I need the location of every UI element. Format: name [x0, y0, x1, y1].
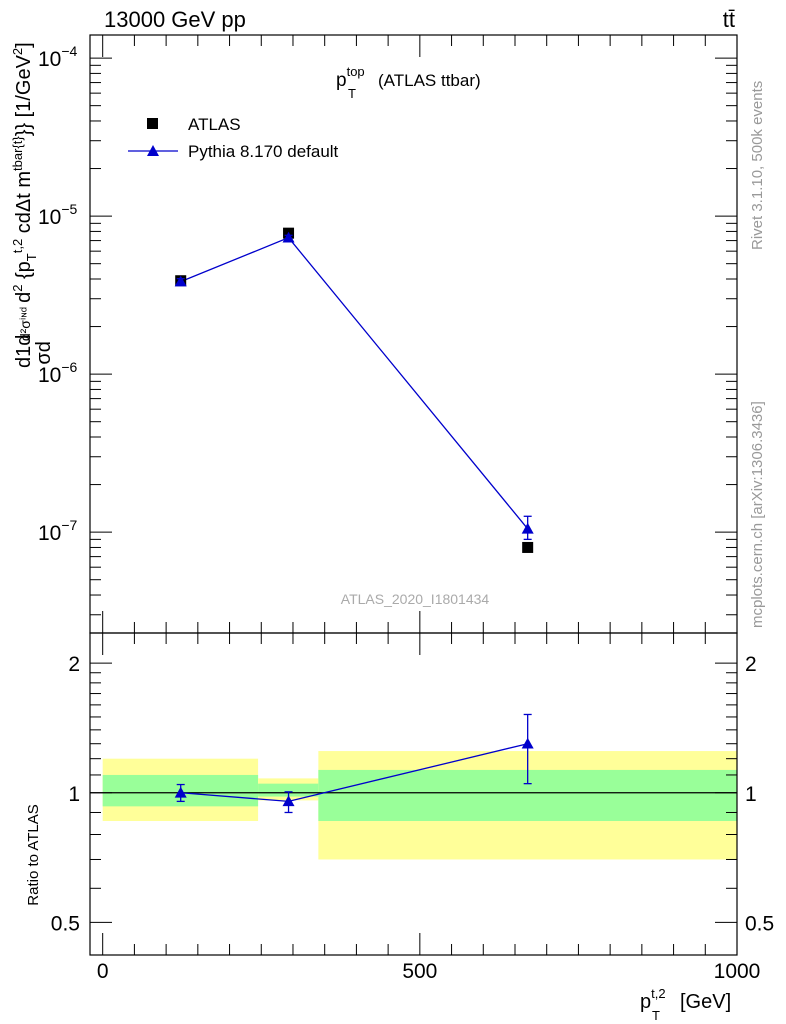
x-tick-label-1: 500	[402, 960, 437, 983]
ratio-panel-frame	[89, 632, 738, 956]
pythia-point	[521, 522, 534, 534]
plot-title-sup: top	[347, 64, 365, 79]
mcplots-label: mcplots.cern.ch [arXiv:1306.3436]	[749, 401, 766, 628]
ratio-series	[174, 713, 534, 814]
main-y-tick-label-3: 10−7	[38, 517, 78, 545]
beam-label: 13000 GeV pp	[104, 7, 246, 32]
main-y-tick-label-1: 10−5	[38, 201, 78, 229]
main-y-tick-label-2: 10−6	[38, 359, 78, 387]
x-axis-label-units: [GeV]	[680, 991, 731, 1013]
pythia-line	[180, 236, 529, 530]
ratio-point	[282, 795, 295, 807]
pythia-point	[174, 275, 187, 287]
plot-title: ptop	[336, 64, 365, 91]
x-tick-label-2: 1000	[714, 960, 761, 983]
ratio-point	[521, 737, 534, 749]
x-axis-label-sub: T	[652, 1008, 660, 1023]
legend-marker-pythia	[147, 145, 159, 156]
main-y-label: d1dσdd²σⁱᶰᵈd2 {pTt,2 cdΔt mtbar{t}}} [1/…	[10, 42, 55, 368]
x-axis-label: pt,2	[640, 986, 666, 1013]
ratio-y-tick-label-right-0: 2	[745, 653, 757, 676]
pythia-point	[282, 231, 295, 243]
ratio-y-tick-label-2: 0.5	[51, 912, 80, 935]
ratio-y-tick-label-right-2: 0.5	[745, 912, 774, 935]
ratio-y-tick-label-right-1: 1	[745, 783, 757, 806]
legend-marker-atlas	[147, 118, 158, 129]
ratio-y-label: Ratio to ATLAS	[25, 804, 42, 905]
plot-title-suffix: (ATLAS ttbar)	[378, 71, 481, 90]
ratio-y-tick-label-1: 1	[68, 783, 80, 806]
rivet-label: Rivet 3.1.10, 500k events	[749, 81, 766, 250]
main-axis-ticks: 10−4 10−5 10−6 10−7	[38, 43, 737, 616]
ratio-point	[174, 786, 187, 798]
analysis-id: ATLAS_2020_I1801434	[341, 591, 490, 607]
atlas-point	[522, 541, 534, 553]
plot-title-base: p	[336, 70, 347, 91]
process-label: tt̄	[723, 7, 735, 32]
legend-label-atlas: ATLAS	[188, 115, 241, 134]
main-y-tick-label-0: 10−4	[38, 43, 78, 71]
x-axis-ticks: 0 500 1000	[97, 35, 761, 983]
x-tick-label-0: 0	[97, 960, 109, 983]
legend-label-pythia: Pythia 8.170 default	[188, 142, 339, 161]
uncertainty-bands	[102, 751, 737, 860]
main-series	[174, 227, 534, 553]
ratio-y-tick-label-0: 2	[68, 653, 80, 676]
plot-title-sub: T	[348, 86, 356, 101]
